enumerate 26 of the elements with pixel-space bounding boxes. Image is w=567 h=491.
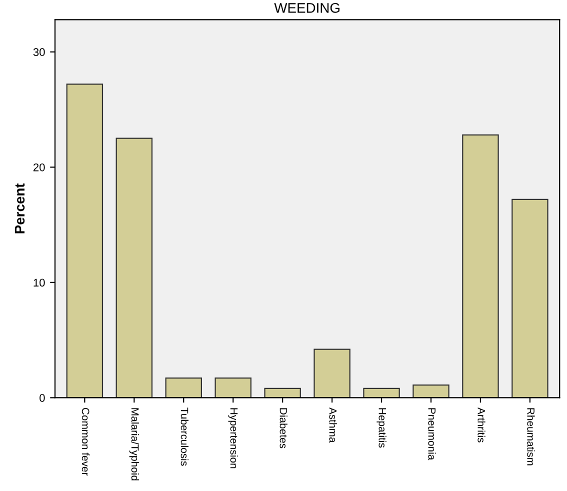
x-tick-label: Hypertension [228,408,238,468]
y-tick-label: 10 [34,278,45,287]
x-tick-label: Hepatitis [376,408,386,448]
x-tick-label: Common fever [82,408,90,476]
bar [214,378,252,398]
bar [165,378,202,398]
y-tick-label: 20 [33,163,45,172]
bar [66,84,104,398]
bar [512,198,548,398]
bar [462,134,499,398]
bar [264,388,301,398]
y-axis-title: Percent [14,183,25,234]
x-tick-label: Asthma [329,407,337,443]
chart-title: WEEDING [274,2,340,13]
x-tick-label: Pneumonia [428,408,436,460]
x-tick-label: Malaria/Typhoid [129,408,140,480]
bar [412,384,450,398]
x-tick-label: Diabetes [280,408,288,448]
bar [116,138,153,398]
y-tick-label: 0 [40,394,45,402]
y-tick-label: 30 [33,48,45,56]
bar [314,348,350,398]
x-tick-label: Tuberculosis [180,408,188,466]
bar [363,388,400,398]
x-tick-label: Rheumatism [527,408,535,466]
x-tick-label: Arthritis [478,407,486,442]
